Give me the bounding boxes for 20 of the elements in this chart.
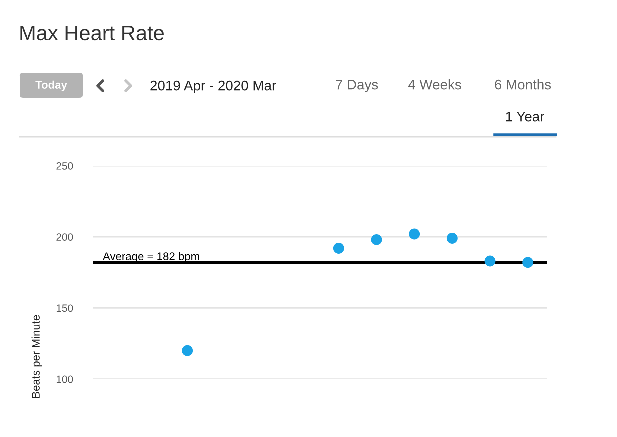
point (484, 256, 496, 267)
point (409, 228, 420, 240)
point (371, 234, 382, 246)
text: 4 Weeks (408, 80, 462, 90)
text: 1 Year (506, 112, 544, 122)
point (182, 345, 194, 356)
chart-subtitle: 2019 Apr - 2020 Mar (150, 80, 276, 94)
chart-title: Max Heart Rate (20, 26, 164, 41)
ref-line-label: Average = 182 bpm (103, 252, 200, 263)
y-tick-label: 250 (56, 162, 74, 170)
text: 7 Days (336, 80, 378, 92)
y-tick-label: 150 (56, 304, 74, 312)
text: 6 Months (495, 80, 552, 90)
point (333, 243, 344, 254)
point (446, 233, 458, 244)
point (522, 257, 534, 268)
text: Today (36, 80, 68, 92)
y-tick-label: 100 (56, 376, 74, 384)
y-tick-label: 200 (56, 234, 74, 241)
y-axis-title: Beats per Minute (32, 315, 42, 398)
